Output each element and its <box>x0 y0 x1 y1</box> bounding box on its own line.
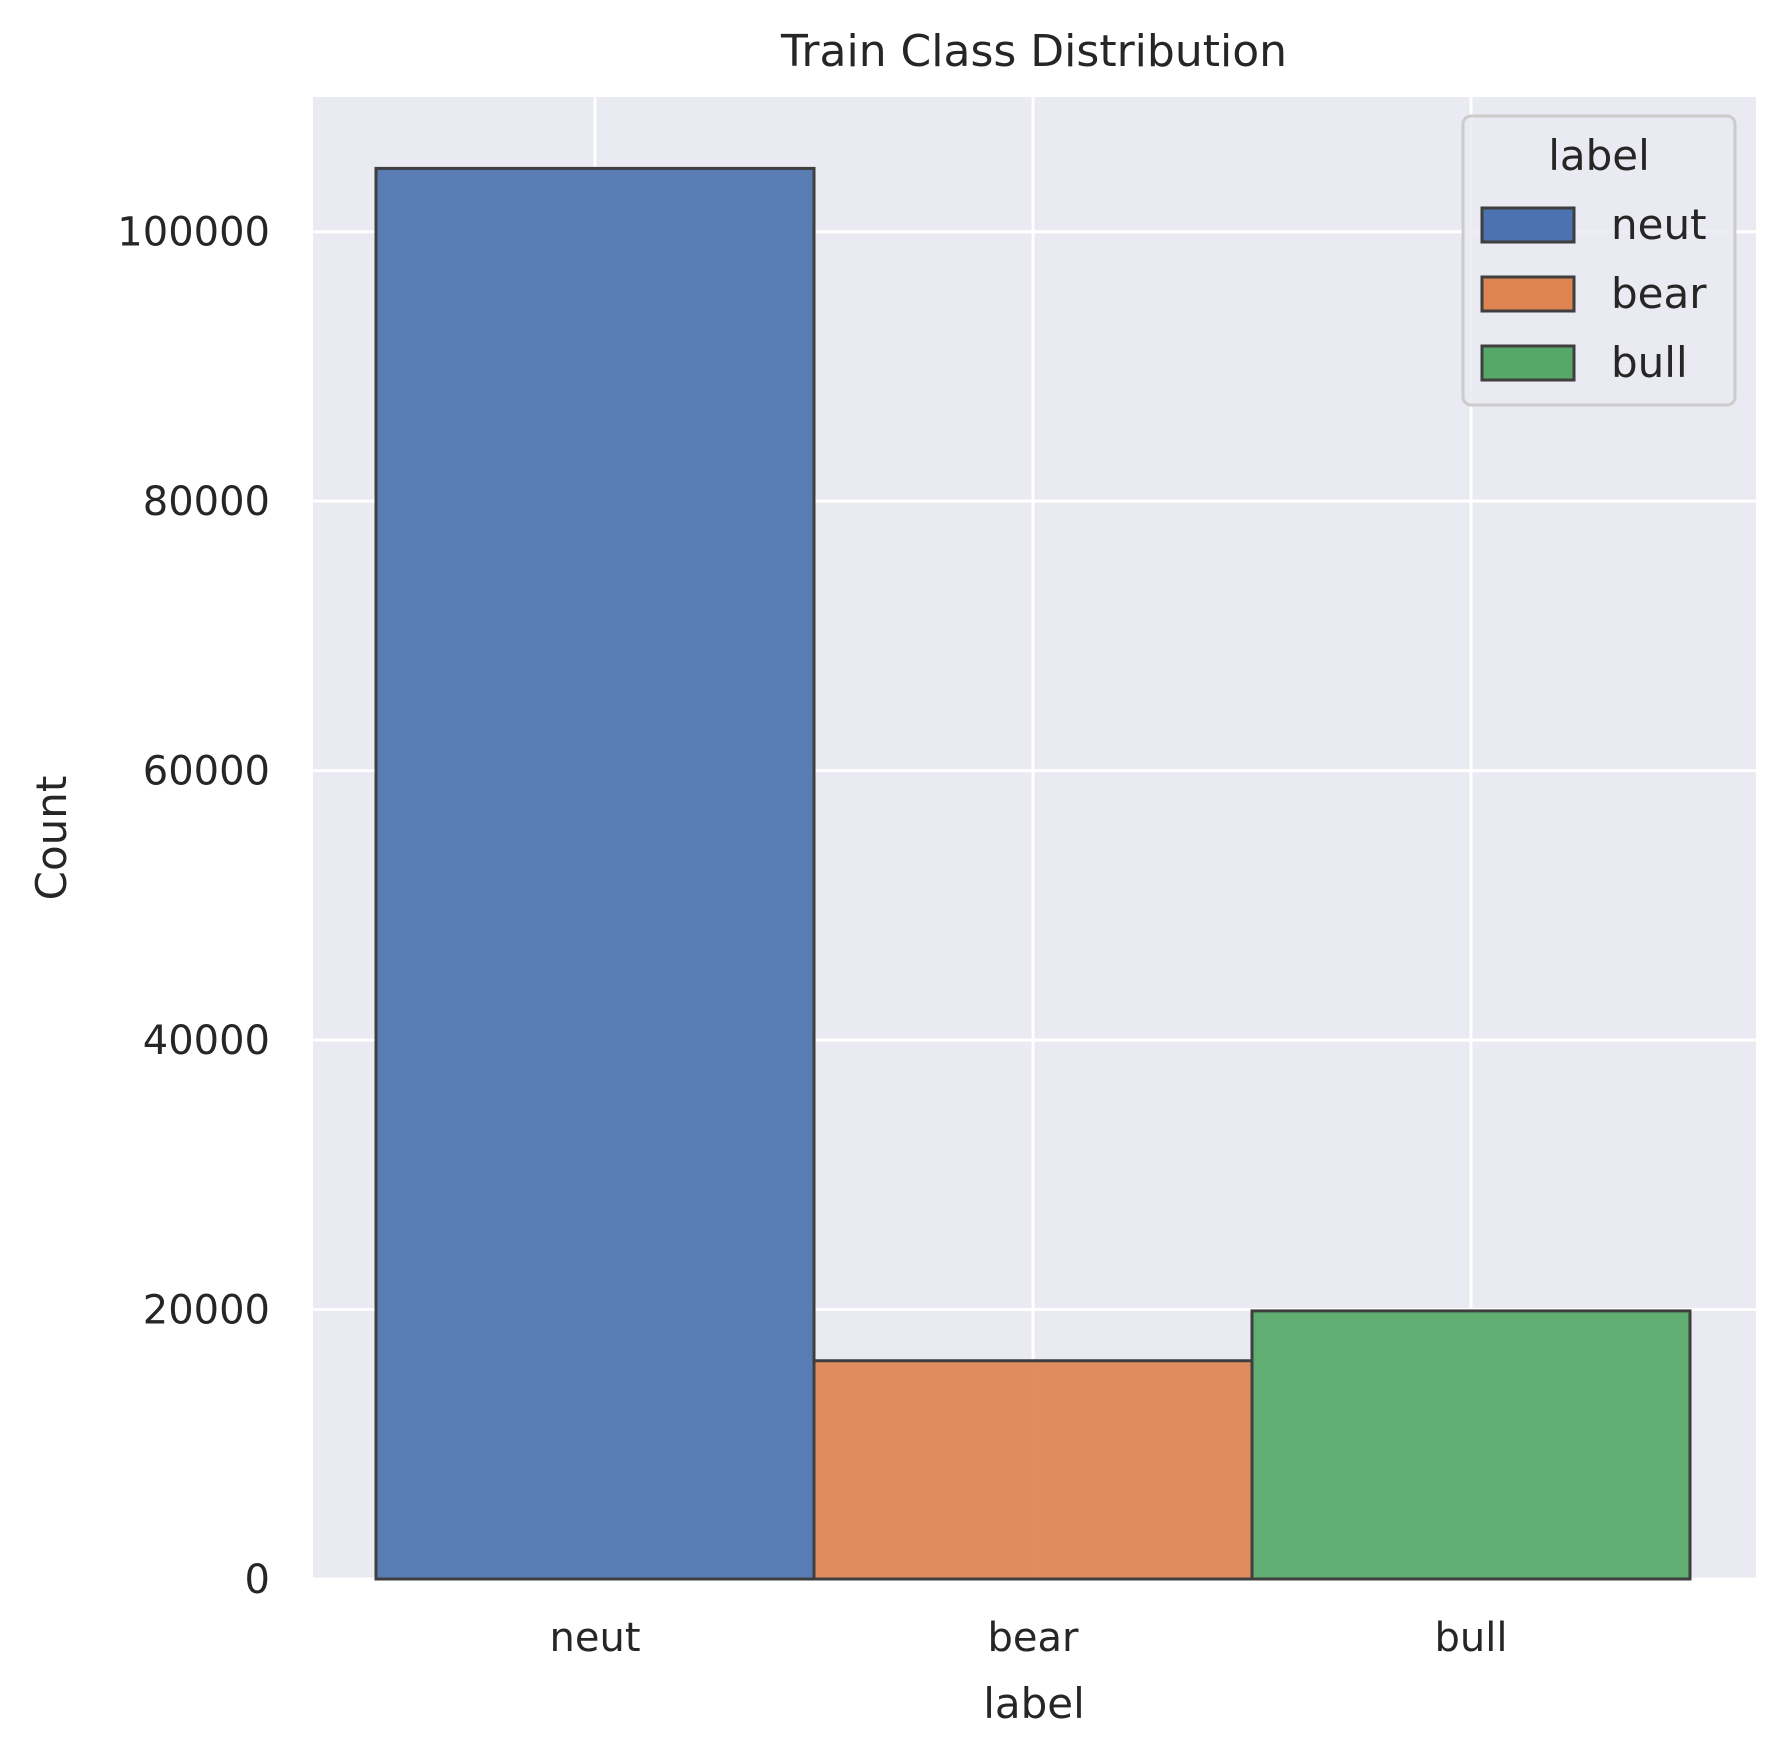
legend-swatch-neut <box>1480 206 1576 244</box>
legend-swatch-bear <box>1480 275 1576 313</box>
y-tick-label: 20000 <box>143 1288 270 1334</box>
y-tick-label: 60000 <box>143 749 270 795</box>
legend-entries: neut bear bull <box>1480 200 1707 387</box>
chart-title: Train Class Distribution <box>780 26 1287 77</box>
legend-label-bear: bear <box>1611 269 1707 318</box>
y-tick-label: 0 <box>245 1557 270 1603</box>
legend-box <box>1461 114 1737 407</box>
bar-bear <box>812 1359 1254 1581</box>
y-tick-label: 40000 <box>143 1018 270 1064</box>
legend-label-bull: bull <box>1611 338 1688 387</box>
x-tick-label: bear <box>988 1615 1080 1661</box>
x-axis-label: label <box>983 1679 1085 1728</box>
y-tick-label: 100000 <box>117 210 270 256</box>
bar-neut <box>374 166 816 1581</box>
x-tick-label: neut <box>550 1615 641 1661</box>
bar-layer <box>374 166 1692 1581</box>
bar-bull <box>1250 1309 1692 1581</box>
legend-swatch-bull <box>1480 344 1576 382</box>
legend-label-neut: neut <box>1611 200 1707 249</box>
y-tick-label: 80000 <box>143 479 270 525</box>
x-tick-label: bull <box>1435 1615 1508 1661</box>
y-axis-label: Count <box>27 776 76 901</box>
tick-layer: 0 20000 40000 60000 80000 100000 neut bear bull <box>117 210 1507 1661</box>
legend-title: label <box>1548 131 1650 180</box>
legend: label neut bear bull <box>1461 114 1737 407</box>
